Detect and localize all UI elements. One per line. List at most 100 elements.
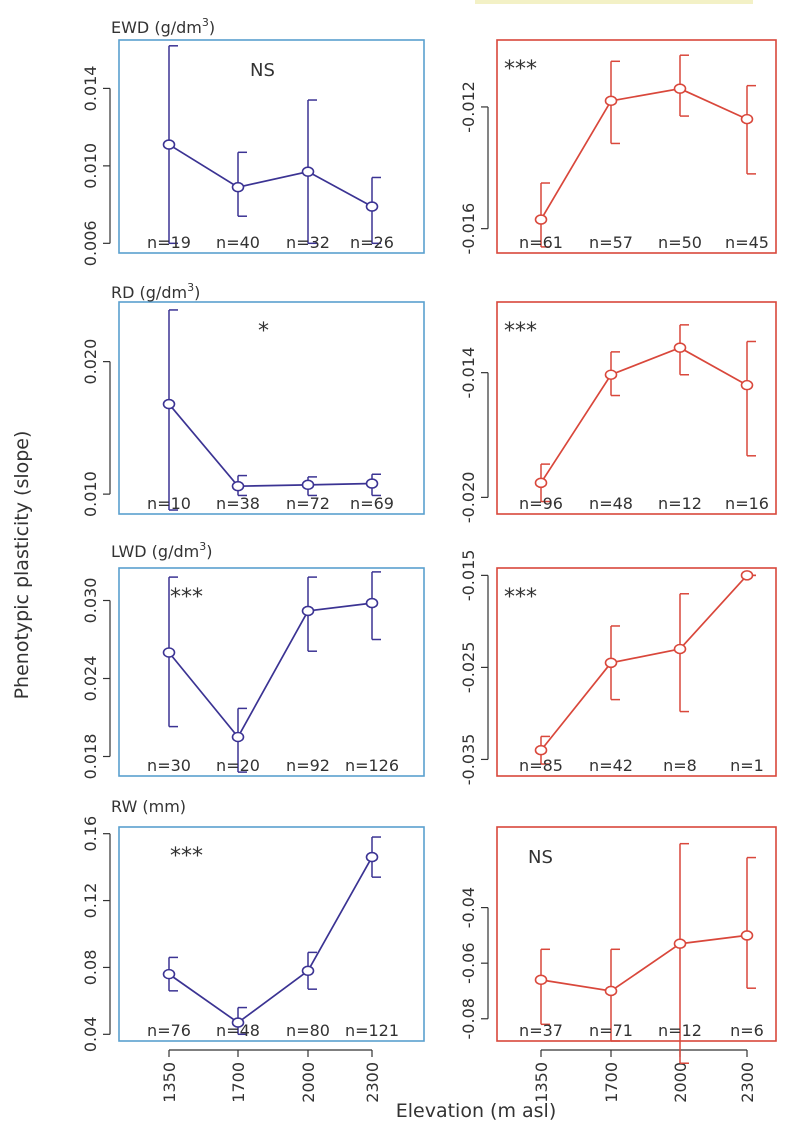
panel-label: LWD (g/dm3)	[111, 540, 212, 561]
data-point	[301, 965, 315, 977]
panel-rw-left: 0.04 0.08 0.12 0.16 1350 1700 2000 2300 RW (mm) *…	[81, 797, 425, 1103]
sample-size-label: n=48	[589, 494, 633, 513]
y-tick-label: -0.06	[459, 942, 478, 983]
sample-size-label: n=126	[345, 756, 399, 775]
y-tick-label: -0.012	[459, 81, 478, 133]
data-point	[301, 166, 315, 177]
data-point	[740, 113, 754, 125]
series-line	[540, 574, 748, 751]
sample-size-label: n=38	[216, 494, 260, 513]
sample-size-label: n=57	[589, 233, 633, 252]
panel-frame	[118, 39, 425, 254]
sample-size-label: n=69	[350, 494, 394, 513]
x-tick-label: 2300	[363, 1062, 382, 1103]
panel-frame	[118, 567, 425, 777]
panel-lwd-left: 0.018 0.024 0.030 LWD (g/dm3) *** n=30 n=20 n=9…	[81, 540, 425, 780]
y-axis-title: Phenotypic plasticity (slope)	[11, 431, 33, 700]
y-tick-label: 0.04	[81, 1017, 100, 1053]
sample-size-label: n=12	[658, 494, 702, 513]
significance-label: NS	[250, 60, 275, 81]
sample-size-label: n=26	[350, 233, 394, 252]
y-tick-label: -0.08	[459, 998, 478, 1039]
panel-rw-right: -0.08 -0.06 -0.04 1350 1700 2000 2300 NS n=37 n=7…	[459, 826, 777, 1103]
data-point	[740, 930, 754, 941]
y-tick-label: -0.015	[459, 550, 478, 602]
data-point	[162, 139, 176, 150]
data-point	[673, 83, 687, 94]
y-tick-label: 0.024	[81, 656, 100, 702]
y-tick-label: 0.018	[81, 734, 100, 780]
panel-ewd-left: 0.006 0.010 0.014 EWD (g/dm3) NS n=19 n=40 n=32…	[81, 16, 425, 266]
significance-label: NS	[528, 847, 553, 868]
series-line	[168, 143, 373, 208]
panel-label: RW (mm)	[111, 797, 186, 816]
significance-label: ***	[504, 319, 537, 344]
panel-ewd-right: -0.016 -0.012 *** n=61 n=57 n=50 n=45	[459, 39, 777, 254]
y-tick-label: 0.020	[81, 339, 100, 385]
data-point	[231, 731, 245, 743]
panel-rd-right: -0.020 -0.014 *** n=96 n=48 n=12 n=16	[459, 301, 777, 524]
panel-label: RD (g/dm3)	[111, 281, 200, 302]
data-point	[231, 480, 245, 492]
y-tick-label: -0.014	[459, 347, 478, 399]
significance-label: ***	[504, 585, 537, 610]
panel-frame	[118, 826, 425, 1042]
sample-size-label: n=42	[589, 756, 633, 775]
sample-size-label: n=96	[519, 494, 563, 513]
x-axis-title: Elevation (m asl)	[396, 1100, 557, 1122]
y-tick-label: 0.12	[81, 883, 100, 919]
sample-size-label: n=50	[658, 233, 702, 252]
x-tick-label: 1350	[532, 1062, 551, 1103]
sample-size-label: n=20	[216, 756, 260, 775]
sample-size-label: n=76	[147, 1021, 191, 1040]
significance-label: ***	[170, 585, 203, 610]
sample-size-label: n=85	[519, 756, 563, 775]
data-point	[604, 985, 618, 997]
series-line	[540, 346, 748, 484]
sample-size-label: n=1	[730, 756, 764, 775]
panel-rd-left: 0.010 0.020 RD (g/dm3) * n=10 n=38 n=72 n=69	[81, 281, 425, 517]
series-line	[540, 87, 748, 220]
sample-size-label: n=32	[286, 233, 330, 252]
y-tick-label: 0.006	[81, 220, 100, 266]
y-tick-label: -0.025	[459, 642, 478, 694]
x-tick-label: 2000	[299, 1062, 318, 1103]
panels: 0.006 0.010 0.014 EWD (g/dm3) NS n=19 n=40 n=32…	[81, 16, 777, 1103]
panel-frame	[496, 567, 777, 777]
data-point	[365, 851, 379, 863]
series-line	[168, 856, 373, 1024]
sample-size-label: n=80	[286, 1021, 330, 1040]
sample-size-label: n=72	[286, 494, 330, 513]
sample-size-label: n=12	[658, 1021, 702, 1040]
data-point	[534, 974, 548, 986]
sample-size-label: n=121	[345, 1021, 399, 1040]
data-point	[534, 477, 548, 489]
panel-frame	[496, 826, 777, 1042]
sample-size-label: n=92	[286, 756, 330, 775]
legend-swatch	[475, 0, 753, 4]
panel-label: EWD (g/dm3)	[111, 16, 215, 37]
panel-frame	[496, 39, 777, 254]
data-point	[231, 1017, 245, 1028]
significance-label: ***	[170, 844, 203, 869]
sample-size-label: n=8	[663, 756, 697, 775]
series-line	[540, 934, 748, 992]
sample-size-label: n=19	[147, 233, 191, 252]
y-tick-label: -0.020	[459, 472, 478, 524]
data-point	[301, 479, 315, 491]
data-point	[673, 938, 687, 950]
data-point	[740, 379, 754, 391]
y-tick-label: 0.030	[81, 578, 100, 624]
sample-size-label: n=61	[519, 233, 563, 252]
sample-size-label: n=30	[147, 756, 191, 775]
data-point	[301, 605, 315, 617]
data-point	[534, 744, 548, 756]
data-point	[673, 342, 687, 354]
data-point	[740, 570, 754, 581]
x-tick-label: 1350	[160, 1062, 179, 1103]
y-tick-label: 0.010	[81, 471, 100, 517]
series-line	[168, 403, 373, 488]
sample-size-label: n=6	[730, 1021, 764, 1040]
data-point	[604, 657, 618, 669]
x-tick-label: 2300	[738, 1062, 757, 1103]
